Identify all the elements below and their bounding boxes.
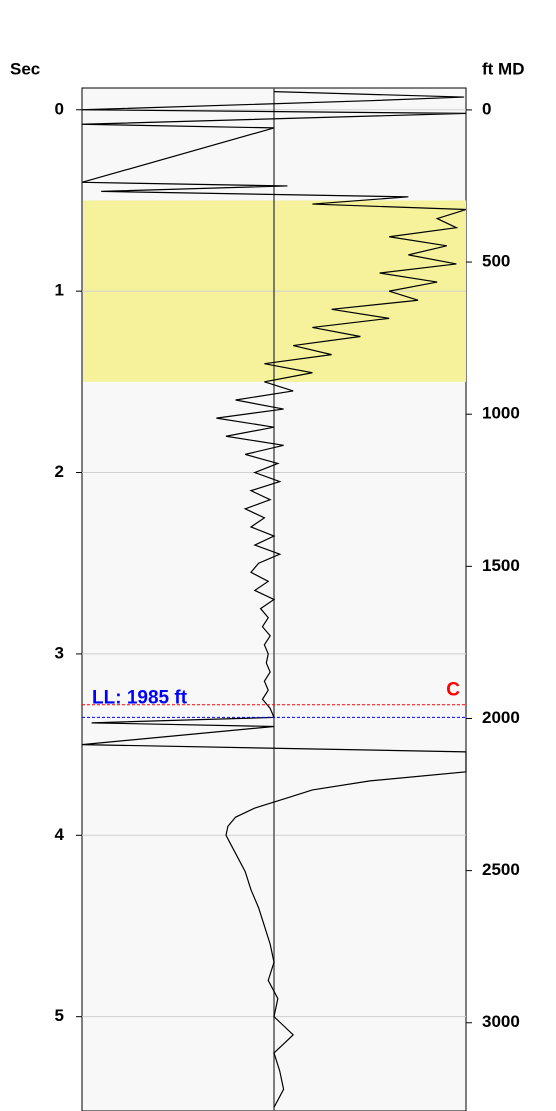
marker-label: LL: 1985 ft [92,687,188,708]
trace-line [81,91,467,1108]
y2-tick-label: 500 [482,252,510,271]
y-tick-label: 0 [55,99,64,118]
y2-tick-label: 0 [482,99,491,118]
y-axis-title: Sec [10,59,40,78]
y-tick-label: 1 [55,281,64,300]
y2-tick-label: 3000 [482,1012,520,1031]
y-tick-label: 5 [55,1006,64,1025]
y2-tick-label: 2000 [482,708,520,727]
marker-label: C [446,680,460,701]
y2-tick-label: 1500 [482,556,520,575]
y2-tick-label: 2500 [482,860,520,879]
y2-tick-label: 1000 [482,404,520,423]
y-tick-label: 2 [55,462,64,481]
y2-axis-title: ft MD [482,59,524,78]
y-tick-label: 4 [55,825,65,844]
y-tick-label: 3 [55,643,64,662]
